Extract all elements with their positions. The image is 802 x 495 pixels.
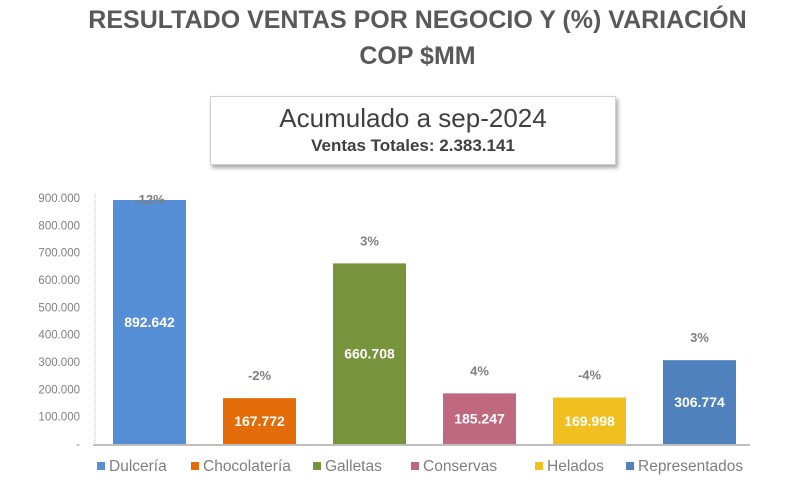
legend-label: Chocolatería xyxy=(203,458,291,475)
bar-helados xyxy=(553,397,626,444)
chart-subtitle: COP $MM xyxy=(359,42,476,70)
bar-galletas xyxy=(333,263,406,444)
y-tick-label: - xyxy=(76,439,80,451)
bar-value-label: 167.772 xyxy=(234,413,285,429)
variation-label: 3% xyxy=(360,233,379,248)
y-tick-label: 400.000 xyxy=(38,330,80,342)
y-tick-label: 600.000 xyxy=(38,275,80,287)
variation-label: -2% xyxy=(248,368,272,383)
legend-swatch xyxy=(626,462,634,470)
bar-value-label: 185.247 xyxy=(454,411,505,427)
y-tick-label: 800.000 xyxy=(38,220,80,232)
legend-swatch xyxy=(411,462,419,470)
bar-conservas xyxy=(443,393,516,444)
y-tick-label: 900.000 xyxy=(38,193,80,205)
summary-title: Acumulado a sep-2024 xyxy=(279,103,547,133)
variation-label: -12% xyxy=(134,192,165,207)
variation-label: -4% xyxy=(578,368,602,383)
y-tick-label: 700.000 xyxy=(38,248,80,260)
legend-swatch xyxy=(535,462,543,470)
bar-value-label: 169.998 xyxy=(564,413,615,429)
bar-value-label: 660.708 xyxy=(344,346,395,362)
legend-label: Representados xyxy=(638,458,743,475)
bar-chocolatería xyxy=(223,398,296,444)
variation-label: 4% xyxy=(470,363,489,378)
bar-value-label: 892.642 xyxy=(124,314,175,330)
legend-swatch xyxy=(191,462,199,470)
legend-swatch xyxy=(313,462,321,470)
legend-label: Helados xyxy=(547,458,604,475)
variation-label: 3% xyxy=(690,330,709,345)
y-tick-label: 300.000 xyxy=(38,357,80,369)
legend-label: Dulcería xyxy=(109,458,167,475)
summary-total: Ventas Totales: 2.383.141 xyxy=(311,136,515,155)
legend-label: Conservas xyxy=(423,458,497,475)
legend-label: Galletas xyxy=(325,458,382,475)
y-tick-label: 200.000 xyxy=(38,384,80,396)
summary-box: Acumulado a sep-2024 Ventas Totales: 2.3… xyxy=(210,96,616,165)
bar-dulcería xyxy=(113,200,186,444)
bar-representados xyxy=(663,360,736,444)
bar-value-label: 306.774 xyxy=(674,394,725,410)
chart-title: RESULTADO VENTAS POR NEGOCIO Y (%) VARIA… xyxy=(88,6,747,34)
y-tick-label: 100.000 xyxy=(38,412,80,424)
legend-swatch xyxy=(97,462,105,470)
y-tick-label: 500.000 xyxy=(38,302,80,314)
